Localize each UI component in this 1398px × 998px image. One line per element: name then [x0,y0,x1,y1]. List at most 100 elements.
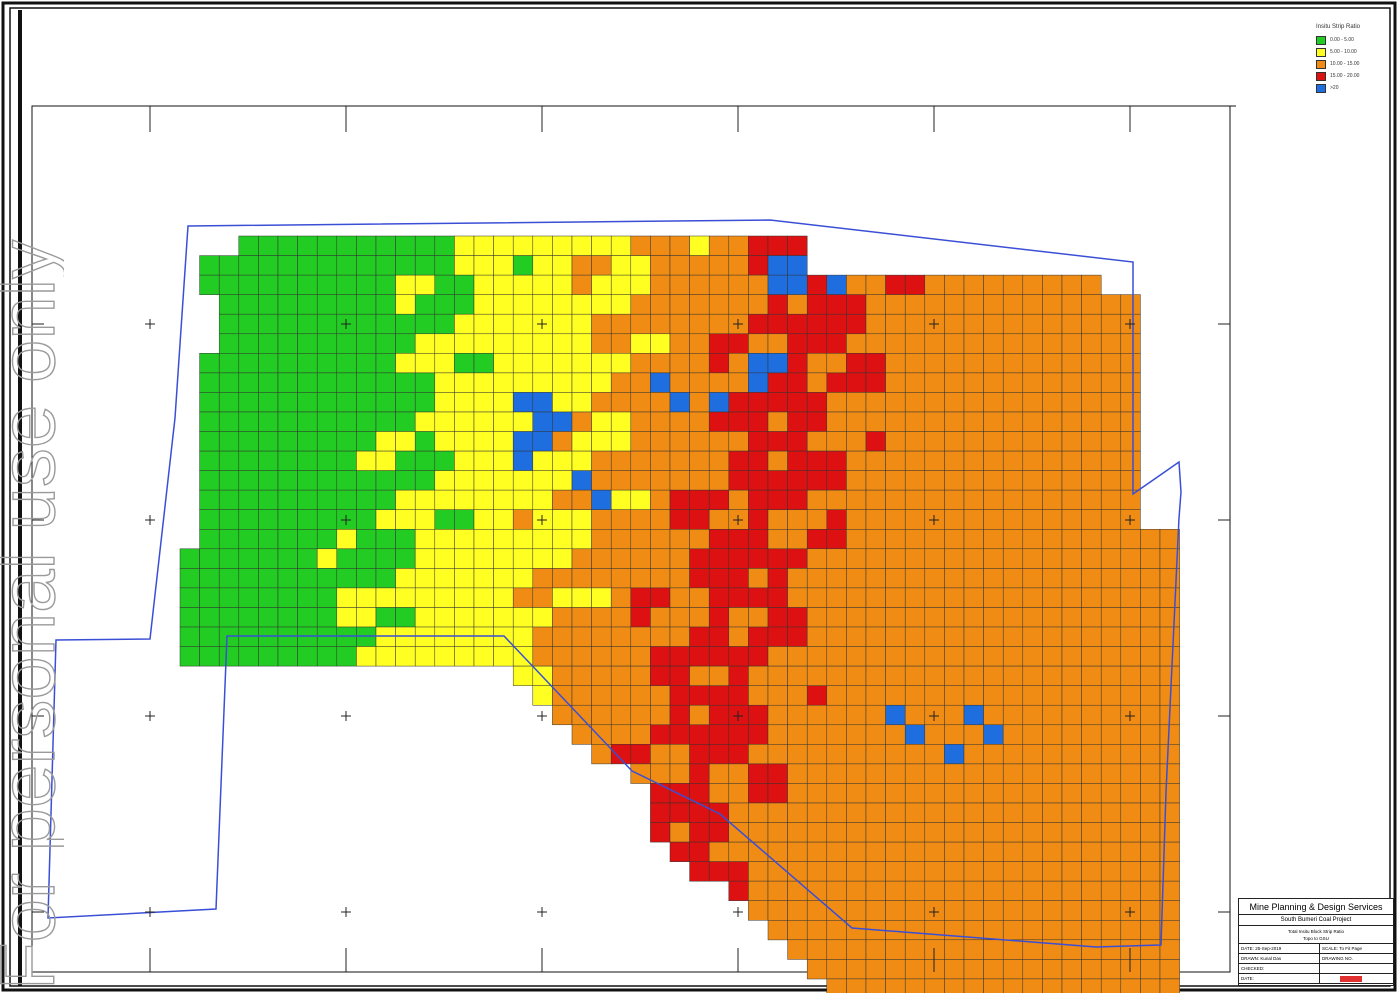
grid-block [1002,431,1024,452]
grid-block [983,372,1004,393]
grid-block [865,861,886,882]
grid-block [669,274,690,295]
grid-block [767,255,788,276]
grid-block [1081,744,1102,765]
grid-block [473,411,494,432]
grid-block [356,294,377,315]
grid-block [199,489,220,510]
grid-block [983,411,1004,432]
grid-block [904,353,926,374]
grid-block [1042,548,1063,569]
grid-block [1159,822,1180,843]
grid-block [983,704,1004,726]
grid-block [1002,959,1024,980]
grid-block [1042,704,1063,726]
grid-block [806,450,828,471]
grid-block [532,529,553,550]
grid-block [748,763,769,784]
grid-block [238,529,259,550]
map-frame [31,105,1231,973]
grid-block [669,431,690,452]
grid-block [1140,861,1161,882]
grid-block [356,607,377,628]
grid-block [944,587,965,608]
grid-block [1022,744,1043,765]
grid-block [277,372,298,393]
grid-block [1002,274,1024,295]
grid-block [375,548,396,569]
grid-block [454,313,475,335]
grid-block [395,431,416,452]
grid-block [924,392,945,413]
grid-block [1100,802,1122,823]
grid-block [787,333,808,354]
grid-block [689,411,710,432]
grid-block [552,372,573,393]
grid-block [454,372,475,393]
grid-block [846,353,867,374]
grid-block [904,470,926,491]
grid-block [885,313,906,335]
grid-block [1159,783,1180,804]
grid-block [610,294,632,315]
grid-block [258,529,279,550]
grid-block [708,294,730,315]
grid-block [258,313,279,335]
grid-block [826,763,847,784]
grid-block [532,372,553,393]
grid-block [454,626,475,647]
grid-block [806,587,828,608]
grid-block [1140,978,1161,993]
grid-block [591,372,612,393]
grid-block [826,900,847,921]
grid-block [865,626,886,647]
grid-block [1002,841,1024,862]
grid-block [610,744,632,765]
grid-block [591,529,612,550]
grid-block [748,372,769,393]
grid-block [218,607,240,628]
grid-block [336,470,357,491]
grid-block [1081,724,1102,745]
grid-block [1120,392,1141,413]
grid-block [650,294,671,315]
grid-block [316,353,338,374]
grid-block [708,665,730,686]
grid-block [748,411,769,432]
grid-block [532,626,553,647]
grid-block [493,470,514,491]
grid-block [258,411,279,432]
grid-block [434,392,455,413]
grid-block [787,685,808,706]
legend-swatch-green [1316,35,1326,45]
grid-block [1002,646,1024,667]
grid-block [316,587,338,608]
grid-block [904,294,926,315]
grid-block [846,880,867,901]
grid-block [865,646,886,667]
grid-block [316,529,338,550]
grid-block [689,235,710,256]
grid-block [552,529,573,550]
grid-block [199,548,220,569]
grid-block [434,489,455,510]
grid-block [512,274,534,295]
grid-block [806,704,828,726]
grid-block [571,685,592,706]
grid-block [904,704,926,726]
grid-block [375,529,396,550]
grid-block [375,333,396,354]
grid-block [826,920,847,941]
grid-block [983,607,1004,628]
lease-boundary [47,219,1182,948]
grid-block [787,704,808,726]
grid-block [846,802,867,823]
grid-block [708,353,730,374]
grid-block [865,333,886,354]
grid-block [552,646,573,667]
grid-block [336,529,357,550]
grid-block [356,333,377,354]
grid-block [336,548,357,569]
grid-block [1061,431,1082,452]
grid-block [650,529,671,550]
